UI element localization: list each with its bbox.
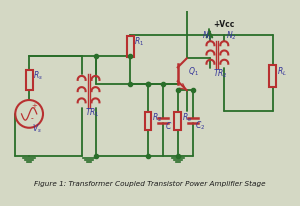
- Bar: [174, 112, 181, 130]
- Text: -: -: [31, 114, 34, 123]
- Text: $N_2$: $N_2$: [226, 30, 237, 42]
- Text: $TR_2$: $TR_2$: [213, 67, 228, 80]
- Text: $TR_1$: $TR_1$: [85, 107, 99, 119]
- Text: +Vcc: +Vcc: [213, 20, 235, 29]
- Text: $N_1$: $N_1$: [202, 30, 212, 42]
- Text: $C_2$: $C_2$: [195, 120, 205, 132]
- Text: $R_e$: $R_e$: [182, 112, 192, 124]
- Text: $R_1$: $R_1$: [134, 36, 144, 48]
- Text: +: +: [31, 103, 37, 109]
- Bar: [269, 65, 276, 87]
- Text: $R_2$: $R_2$: [152, 112, 162, 124]
- Bar: [127, 36, 134, 57]
- Text: $V_s$: $V_s$: [32, 123, 42, 135]
- Bar: [145, 112, 152, 130]
- Text: $R_L$: $R_L$: [277, 65, 287, 78]
- Text: $Q_1$: $Q_1$: [188, 65, 199, 78]
- Text: Figure 1: Transformer Coupled Transistor Power Amplifier Stage: Figure 1: Transformer Coupled Transistor…: [34, 181, 266, 187]
- Text: $C$: $C$: [165, 120, 172, 131]
- Bar: [26, 70, 33, 90]
- Text: $R_s$: $R_s$: [33, 69, 43, 82]
